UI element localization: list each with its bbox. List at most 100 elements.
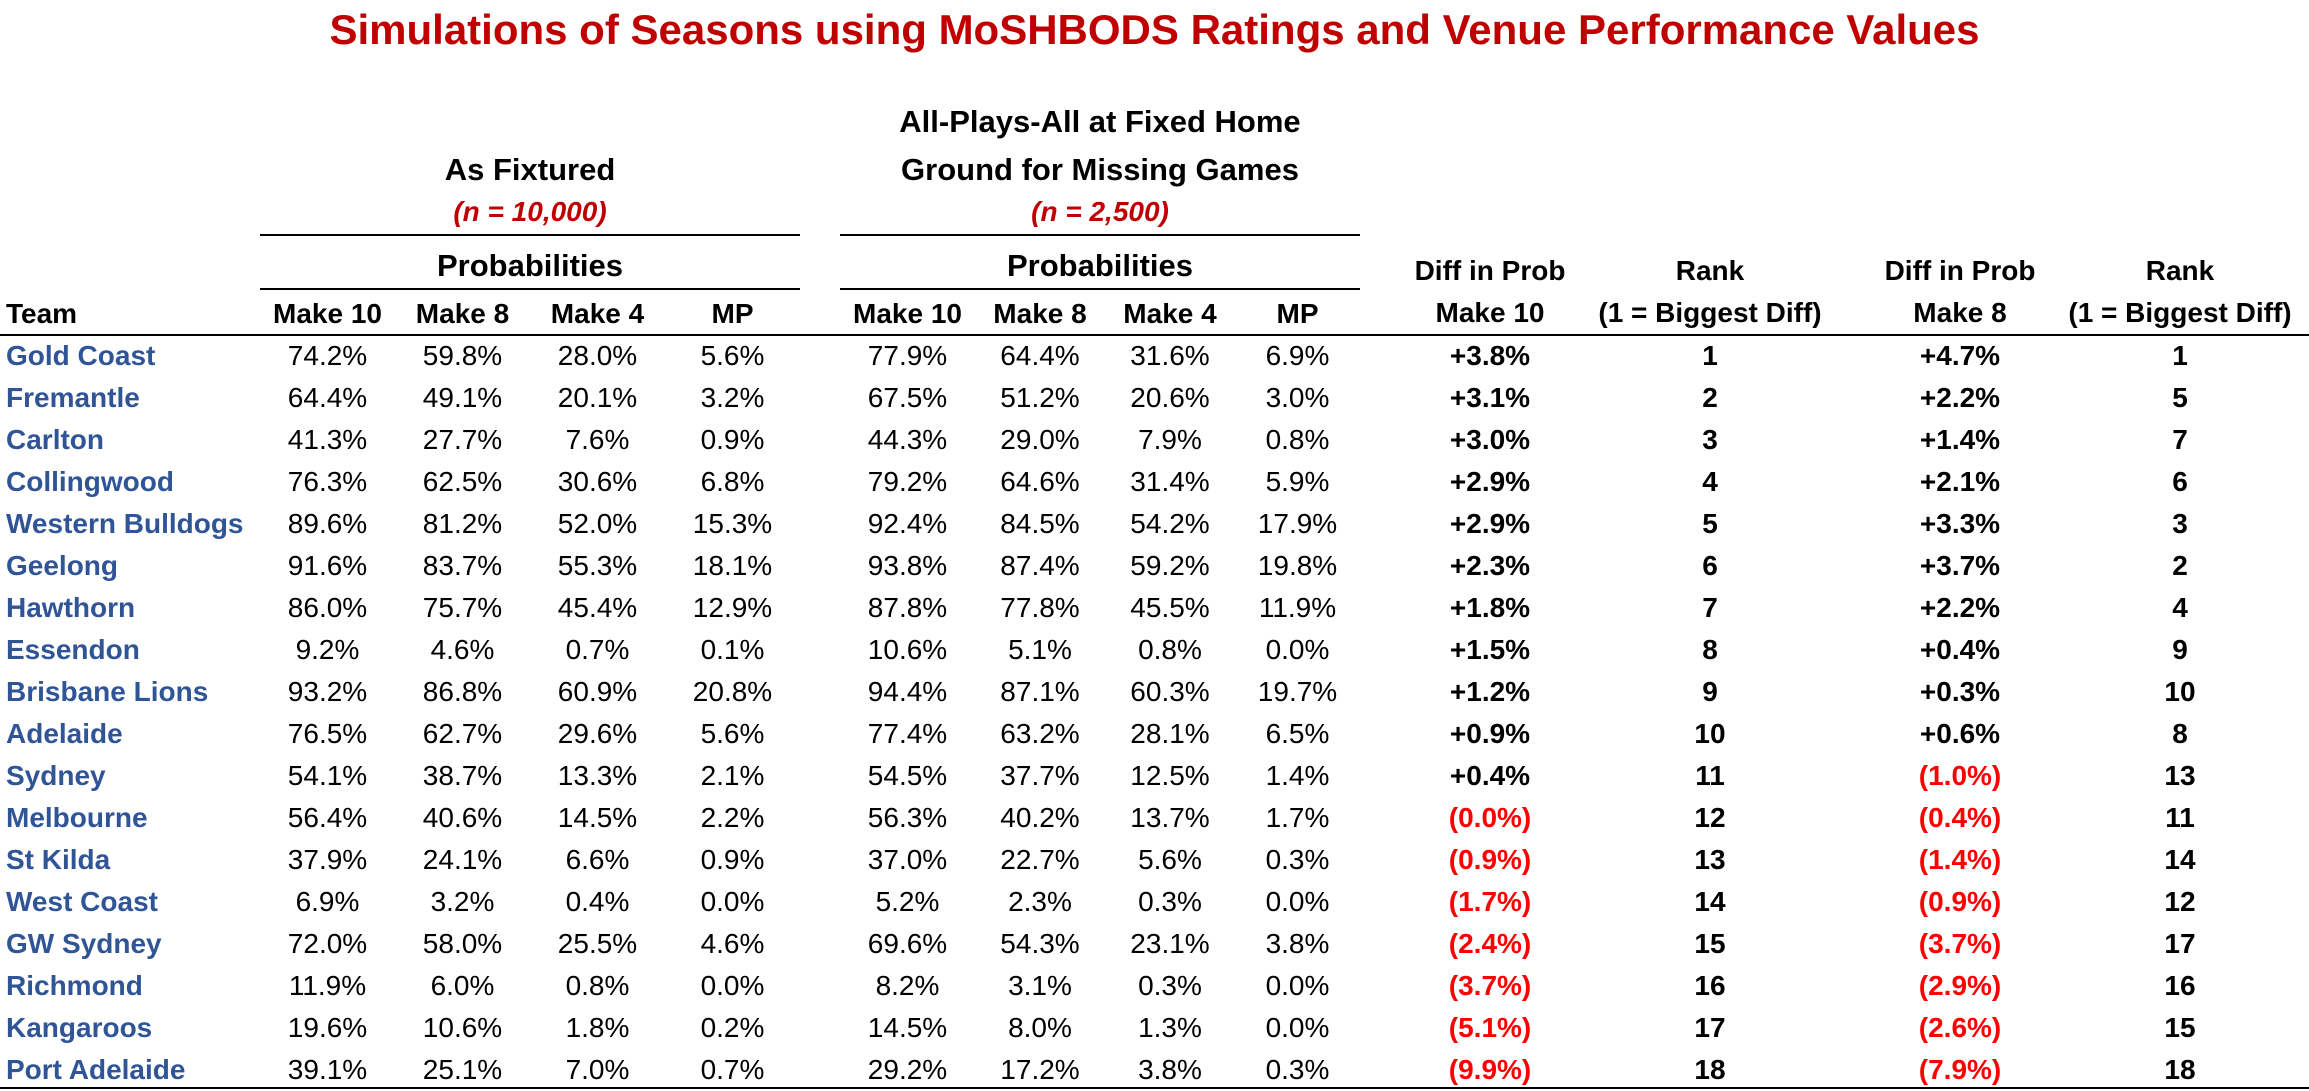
table-row: Brisbane Lions 93.2% 86.8% 60.9% 20.8% 9… [0, 671, 2309, 713]
rank10-header-line2: (1 = Biggest Diff) [1598, 297, 1822, 328]
diff8-value: (7.9%) [1918, 1054, 2002, 1085]
team-name: St Kilda [6, 844, 111, 875]
allplays-make8-value: 2.3% [1008, 886, 1072, 917]
rank10-value: 5 [1702, 508, 1718, 539]
diff8-header-line1: Diff in Prob [1884, 255, 2036, 286]
diff10-value: +0.4% [1449, 760, 1531, 791]
allplays-mp-value: 0.0% [1265, 1012, 1330, 1043]
team-name: Western Bulldogs [6, 508, 244, 539]
rank8-value: 3 [2172, 508, 2188, 539]
fixtured-make8-value: 59.8% [422, 340, 503, 371]
rank8-value: 13 [2164, 760, 2196, 791]
allplays-mp-value: 19.7% [1257, 676, 1338, 707]
rank8-value: 9 [2172, 634, 2188, 665]
allplays-make8-value: 84.5% [1000, 508, 1080, 539]
fixtured-mp-value: 5.6% [700, 718, 765, 749]
rank10-value: 2 [1702, 382, 1718, 413]
allplays-make4-value: 31.4% [1130, 466, 1210, 497]
allplays-mp-value: 6.5% [1265, 718, 1330, 749]
allplays-mp-value: 17.9% [1257, 508, 1338, 539]
fixtured-make8-value: 58.0% [422, 928, 503, 959]
allplays-make8-value: 17.2% [1000, 1054, 1080, 1085]
diff8-value: (2.6%) [1918, 1012, 2002, 1043]
allplays-make8-value: 63.2% [1000, 718, 1080, 749]
rank8-value: 14 [2164, 844, 2196, 875]
diff10-value: +1.8% [1449, 592, 1531, 623]
fixtured-mp-value: 0.1% [700, 634, 765, 665]
diff10-value: (0.0%) [1448, 802, 1532, 833]
fixtured-make8-value: 24.1% [422, 844, 503, 875]
header-bottom-rule [0, 334, 2309, 336]
allplays-make4-value: 0.3% [1138, 886, 1202, 917]
allplays-make4-value: 45.5% [1130, 592, 1210, 623]
rank8-header-line2: (1 = Biggest Diff) [2068, 297, 2292, 328]
diff10-header-line1: Diff in Prob [1414, 255, 1566, 286]
rank8-value: 2 [2172, 550, 2188, 581]
diff10-value: +2.9% [1449, 508, 1531, 539]
fixtured-make4-value: 60.9% [557, 676, 638, 707]
diff10-value: +3.0% [1449, 424, 1531, 455]
rank10-value: 18 [1694, 1054, 1726, 1085]
fixtured-mp-value: 6.8% [700, 466, 765, 497]
table-bottom-rule [0, 1087, 2309, 1089]
allplays-mp-value: 0.0% [1265, 970, 1330, 1001]
team-name: West Coast [6, 886, 158, 917]
fixtured-make10-value: 72.0% [287, 928, 368, 959]
diff8-value: +3.3% [1919, 508, 2001, 539]
table-row: Fremantle 64.4% 49.1% 20.1% 3.2% 67.5% 5… [0, 377, 2309, 419]
diff8-value: +1.4% [1919, 424, 2001, 455]
rank10-value: 14 [1694, 886, 1726, 917]
table-row: Western Bulldogs 89.6% 81.2% 52.0% 15.3%… [0, 503, 2309, 545]
allplays-make4-value: 0.3% [1138, 970, 1202, 1001]
team-name: Carlton [6, 424, 104, 455]
fixtured-mp-value: 4.6% [700, 928, 765, 959]
fixtured-make10-value: 74.2% [287, 340, 368, 371]
team-name: Gold Coast [6, 340, 156, 371]
fixtured-make4-value: 14.5% [557, 802, 638, 833]
allplays-mp-value: 19.8% [1257, 550, 1338, 581]
rank8-value: 12 [2164, 886, 2196, 917]
team-name: Essendon [6, 634, 140, 665]
rank8-value: 15 [2164, 1012, 2196, 1043]
fixtured-make10-value: 6.9% [295, 886, 360, 917]
team-name: GW Sydney [6, 928, 162, 959]
allplays-mp-value: 1.4% [1265, 760, 1330, 791]
team-name: Melbourne [6, 802, 148, 833]
fixtured-make8-value: 27.7% [422, 424, 503, 455]
allplays-make10-value: 5.2% [875, 886, 940, 917]
allplays-make8-value: 77.8% [1000, 592, 1080, 623]
allplays-make8-value: 40.2% [1000, 802, 1080, 833]
rank8-value: 8 [2172, 718, 2188, 749]
fixtured-make10-value: 9.2% [295, 634, 360, 665]
fixtured-make10-value: 86.0% [287, 592, 368, 623]
table-row: Sydney 54.1% 38.7% 13.3% 2.1% 54.5% 37.7… [0, 755, 2309, 797]
diff8-value: (1.0%) [1918, 760, 2002, 791]
table-row: Geelong 91.6% 83.7% 55.3% 18.1% 93.8% 87… [0, 545, 2309, 587]
allplays-group-title-line2: Ground for Missing Games [901, 152, 1299, 187]
allplays-make10-header: Make 10 [853, 298, 962, 329]
fixtured-make4-value: 30.6% [557, 466, 638, 497]
diff10-value: (5.1%) [1448, 1012, 1532, 1043]
allplays-make10-value: 56.3% [867, 802, 948, 833]
allplays-make4-value: 54.2% [1130, 508, 1210, 539]
allplays-make4-value: 3.8% [1138, 1054, 1202, 1085]
fixtured-mp-value: 0.0% [700, 886, 765, 917]
rank10-value: 16 [1694, 970, 1726, 1001]
allplays-make4-value: 13.7% [1130, 802, 1210, 833]
rank10-header-line1: Rank [1675, 255, 1745, 286]
team-name: Port Adelaide [6, 1054, 186, 1085]
fixtured-make8-value: 62.5% [422, 466, 503, 497]
fixtured-make8-value: 75.7% [422, 592, 503, 623]
fixtured-mp-value: 0.9% [700, 424, 765, 455]
allplays-sample-size: (n = 2,500) [1031, 196, 1169, 227]
fixtured-make10-value: 76.3% [287, 466, 368, 497]
allplays-make4-value: 59.2% [1130, 550, 1210, 581]
allplays-make10-value: 10.6% [867, 634, 948, 665]
diff10-header-line2: Make 10 [1435, 297, 1545, 328]
fixtured-make10-value: 91.6% [287, 550, 368, 581]
allplays-mp-value: 0.3% [1265, 844, 1330, 875]
rank10-value: 11 [1695, 760, 1725, 791]
rank8-value: 5 [2172, 382, 2188, 413]
diff8-value: +2.2% [1919, 382, 2001, 413]
allplays-make10-value: 44.3% [867, 424, 948, 455]
